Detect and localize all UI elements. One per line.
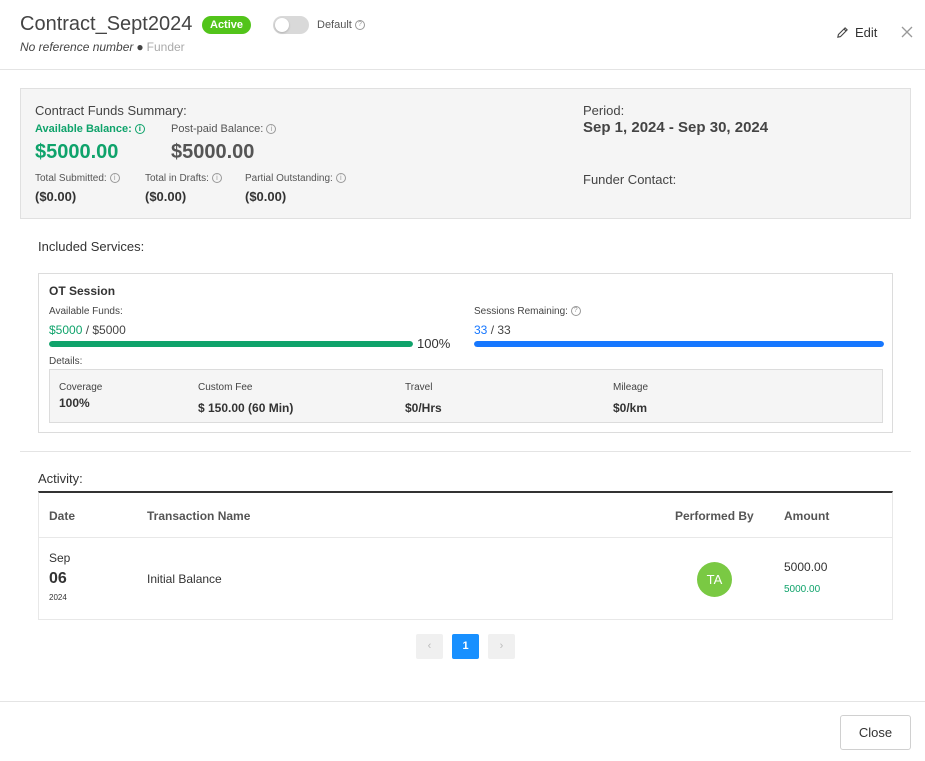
question-icon[interactable]: ? <box>354 20 365 31</box>
pagination-prev-button[interactable]: ‹ <box>416 634 443 659</box>
funds-progress-fill <box>49 341 413 347</box>
service-card: OT Session Available Funds: $5000 / $500… <box>38 273 893 433</box>
service-name: OT Session <box>49 284 116 298</box>
separator-dot: ● <box>136 40 144 54</box>
total-submitted-label: Total Submitted: i <box>35 173 120 184</box>
table-header: Date Transaction Name Performed By Amoun… <box>39 493 892 538</box>
coverage-label: Coverage <box>59 382 103 393</box>
available-funds-label: Available Funds: <box>49 306 123 317</box>
sessions-total: / 33 <box>490 323 511 337</box>
status-badge: Active <box>202 16 252 34</box>
total-drafts-value: ($0.00) <box>145 189 187 204</box>
coverage-value: 100% <box>59 396 90 410</box>
sessions-current: 33 <box>474 323 488 337</box>
available-funds-value: $5000 / $5000 <box>49 323 126 337</box>
funder-label: Funder <box>146 40 185 54</box>
mileage-value: $0/km <box>613 401 648 415</box>
column-header-transaction: Transaction Name <box>147 509 251 523</box>
mileage-label: Mileage <box>613 382 649 393</box>
question-icon[interactable]: ? <box>570 306 581 317</box>
total-drafts-label: Total in Drafts: i <box>145 173 222 184</box>
funder-contact-label: Funder Contact: <box>583 172 677 187</box>
period-label: Period: <box>583 103 625 118</box>
default-toggle[interactable] <box>273 16 309 34</box>
travel-value: $0/Hrs <box>405 401 442 415</box>
info-icon[interactable]: i <box>335 173 346 184</box>
custom-fee-label: Custom Fee <box>198 382 253 393</box>
edit-button[interactable]: Edit <box>836 25 877 40</box>
included-services-label: Included Services: <box>38 239 145 254</box>
row-year: 2024 <box>49 593 67 602</box>
funds-percent: 100% <box>417 336 451 351</box>
column-header-performed-by: Performed By <box>675 509 754 523</box>
sessions-remaining-value: 33 / 33 <box>474 323 511 337</box>
default-label-text: Default <box>317 19 352 31</box>
sessions-progress-bar <box>474 341 884 347</box>
partial-outstanding-label: Partial Outstanding: i <box>245 173 346 184</box>
activity-label: Activity: <box>38 471 83 486</box>
drawer-header: Contract_Sept2024 Active Default ? No re… <box>0 0 925 70</box>
reference-number: No reference number <box>20 40 134 54</box>
column-header-date: Date <box>49 509 76 523</box>
funds-progress-bar <box>49 341 413 347</box>
row-balance: 5000.00 <box>784 584 821 595</box>
available-balance-label-text: Available Balance: <box>35 123 132 135</box>
details-label: Details: <box>49 356 83 367</box>
summary-heading: Contract Funds Summary: <box>35 103 187 118</box>
total-submitted-label-text: Total Submitted: <box>35 173 107 184</box>
default-label: Default ? <box>317 19 365 31</box>
sessions-remaining-label: Sessions Remaining: ? <box>474 306 581 317</box>
available-balance-label: Available Balance: i <box>35 123 145 135</box>
contract-subline: No reference number ● Funder <box>20 40 185 54</box>
pagination-next-button[interactable]: › <box>488 634 515 659</box>
row-day: 06 <box>49 570 67 587</box>
avatar[interactable]: TA <box>697 562 732 597</box>
sessions-remaining-label-text: Sessions Remaining: <box>474 306 568 317</box>
partial-outstanding-value: ($0.00) <box>245 189 287 204</box>
available-funds-current: $5000 <box>49 323 83 337</box>
info-icon[interactable]: i <box>134 124 145 135</box>
toggle-knob <box>275 18 289 32</box>
details-box: Coverage 100% Custom Fee $ 150.00 (60 Mi… <box>49 369 883 423</box>
pagination-page-1[interactable]: 1 <box>452 634 479 659</box>
partial-outstanding-label-text: Partial Outstanding: <box>245 173 333 184</box>
postpaid-balance-label: Post-paid Balance: i <box>171 123 277 135</box>
close-icon[interactable] <box>901 26 913 38</box>
row-transaction-name: Initial Balance <box>147 572 222 586</box>
column-header-amount: Amount <box>784 509 830 523</box>
sessions-progress-fill <box>474 341 884 347</box>
pencil-icon <box>837 27 848 38</box>
available-balance-value: $5000.00 <box>35 141 119 163</box>
total-submitted-value: ($0.00) <box>35 189 77 204</box>
activity-table: Date Transaction Name Performed By Amoun… <box>38 491 893 620</box>
info-icon[interactable]: i <box>109 173 120 184</box>
custom-fee-value: $ 150.00 (60 Min) <box>198 401 294 415</box>
footer-divider <box>0 701 925 702</box>
section-divider <box>20 451 911 452</box>
period-value: Sep 1, 2024 - Sep 30, 2024 <box>583 119 769 136</box>
info-icon[interactable]: i <box>211 173 222 184</box>
travel-label: Travel <box>405 382 433 393</box>
edit-label: Edit <box>855 25 878 40</box>
available-funds-total: / $5000 <box>85 323 126 337</box>
close-button[interactable]: Close <box>840 715 911 750</box>
funds-summary-panel: Contract Funds Summary: Available Balanc… <box>20 88 911 219</box>
total-drafts-label-text: Total in Drafts: <box>145 173 209 184</box>
postpaid-balance-value: $5000.00 <box>171 141 255 163</box>
row-month: Sep <box>49 551 71 565</box>
postpaid-balance-label-text: Post-paid Balance: <box>171 123 264 135</box>
row-amount: 5000.00 <box>784 560 828 574</box>
contract-title: Contract_Sept2024 <box>20 13 193 35</box>
info-icon[interactable]: i <box>266 124 277 135</box>
